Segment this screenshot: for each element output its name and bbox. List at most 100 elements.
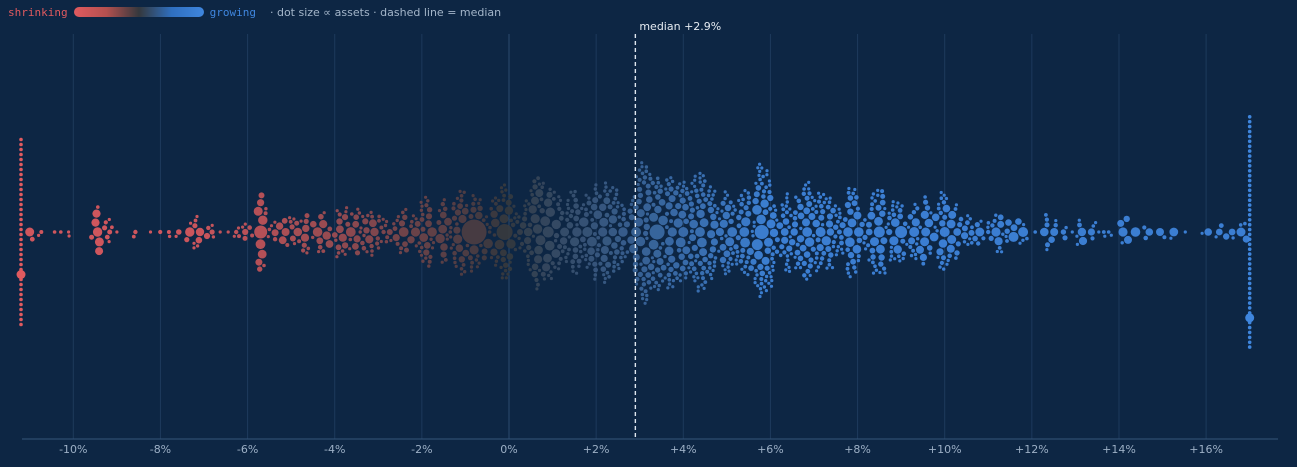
data-point bbox=[579, 217, 589, 227]
data-point bbox=[587, 262, 591, 266]
data-point bbox=[67, 234, 71, 238]
data-point-clipped bbox=[19, 247, 23, 252]
data-point bbox=[707, 201, 713, 207]
data-point bbox=[166, 230, 171, 234]
data-point-clipped bbox=[19, 187, 23, 192]
data-point bbox=[278, 236, 287, 245]
data-point bbox=[599, 217, 609, 227]
data-point bbox=[267, 227, 272, 232]
data-point bbox=[697, 237, 707, 248]
data-point bbox=[801, 191, 806, 196]
data-point bbox=[637, 186, 643, 192]
data-point bbox=[312, 227, 323, 237]
data-point bbox=[377, 218, 381, 223]
data-point bbox=[707, 189, 711, 193]
data-point bbox=[842, 217, 848, 222]
data-point bbox=[660, 264, 667, 271]
data-point bbox=[1145, 228, 1154, 236]
data-point bbox=[645, 298, 649, 302]
data-point bbox=[319, 220, 328, 229]
data-point-clipped bbox=[19, 142, 23, 147]
data-point bbox=[545, 207, 555, 217]
data-point bbox=[703, 280, 708, 284]
data-point bbox=[827, 262, 832, 267]
data-point bbox=[717, 217, 722, 221]
data-point bbox=[423, 242, 431, 249]
data-point bbox=[794, 249, 801, 256]
data-point bbox=[1044, 213, 1048, 217]
data-point bbox=[632, 261, 639, 267]
data-point bbox=[496, 205, 504, 213]
data-point bbox=[767, 281, 771, 285]
data-point bbox=[1242, 235, 1250, 243]
data-point bbox=[701, 265, 707, 271]
data-point bbox=[444, 217, 452, 226]
data-point bbox=[815, 269, 819, 273]
data-point bbox=[345, 206, 349, 210]
x-tick-label: 0% bbox=[500, 443, 517, 456]
data-point bbox=[605, 261, 612, 268]
data-point bbox=[523, 249, 527, 253]
data-point bbox=[658, 199, 666, 206]
data-point bbox=[469, 265, 474, 269]
data-point bbox=[570, 264, 575, 269]
data-point bbox=[1048, 236, 1055, 243]
data-point bbox=[557, 261, 561, 266]
data-point bbox=[192, 241, 196, 245]
data-point bbox=[420, 204, 424, 208]
data-point bbox=[440, 201, 445, 207]
data-point bbox=[694, 188, 699, 193]
data-point bbox=[553, 265, 557, 269]
data-point bbox=[693, 279, 697, 283]
data-point bbox=[988, 235, 994, 241]
data-point bbox=[1097, 230, 1101, 234]
data-point bbox=[1018, 241, 1022, 245]
data-point bbox=[584, 253, 589, 258]
data-point bbox=[593, 187, 597, 191]
data-point bbox=[939, 220, 946, 227]
data-point bbox=[644, 169, 649, 173]
data-point bbox=[909, 227, 920, 237]
data-point bbox=[740, 247, 746, 253]
data-point bbox=[29, 236, 35, 242]
data-point bbox=[292, 242, 297, 246]
data-point bbox=[303, 218, 309, 224]
data-point bbox=[657, 272, 663, 278]
data-point bbox=[540, 185, 544, 189]
data-point bbox=[871, 271, 876, 275]
data-point bbox=[470, 206, 477, 213]
data-point bbox=[994, 213, 998, 217]
data-point bbox=[360, 240, 365, 246]
data-point bbox=[796, 235, 805, 243]
data-point bbox=[914, 257, 918, 261]
data-point bbox=[427, 259, 432, 264]
data-point bbox=[799, 226, 803, 231]
legend-color-gradient bbox=[73, 7, 204, 17]
data-point bbox=[334, 238, 338, 242]
data-point bbox=[689, 261, 695, 267]
data-point bbox=[727, 227, 738, 237]
data-point bbox=[376, 246, 381, 250]
data-point bbox=[774, 208, 778, 212]
data-point bbox=[528, 268, 532, 272]
data-point bbox=[618, 227, 628, 237]
data-point bbox=[957, 222, 963, 228]
data-point bbox=[713, 189, 717, 193]
data-point bbox=[891, 200, 895, 204]
data-point bbox=[620, 251, 625, 256]
data-point bbox=[759, 277, 764, 281]
data-point bbox=[880, 193, 886, 199]
data-point bbox=[926, 245, 933, 251]
data-point bbox=[664, 187, 668, 191]
data-point bbox=[453, 226, 461, 234]
data-point bbox=[632, 267, 638, 273]
data-point bbox=[1087, 228, 1095, 236]
data-point-clipped bbox=[19, 222, 23, 227]
data-point bbox=[496, 224, 513, 240]
data-point bbox=[1062, 235, 1068, 241]
data-point bbox=[506, 239, 516, 249]
data-point bbox=[1005, 239, 1009, 243]
data-point bbox=[708, 272, 713, 277]
data-point bbox=[968, 229, 975, 236]
data-point bbox=[643, 203, 652, 212]
